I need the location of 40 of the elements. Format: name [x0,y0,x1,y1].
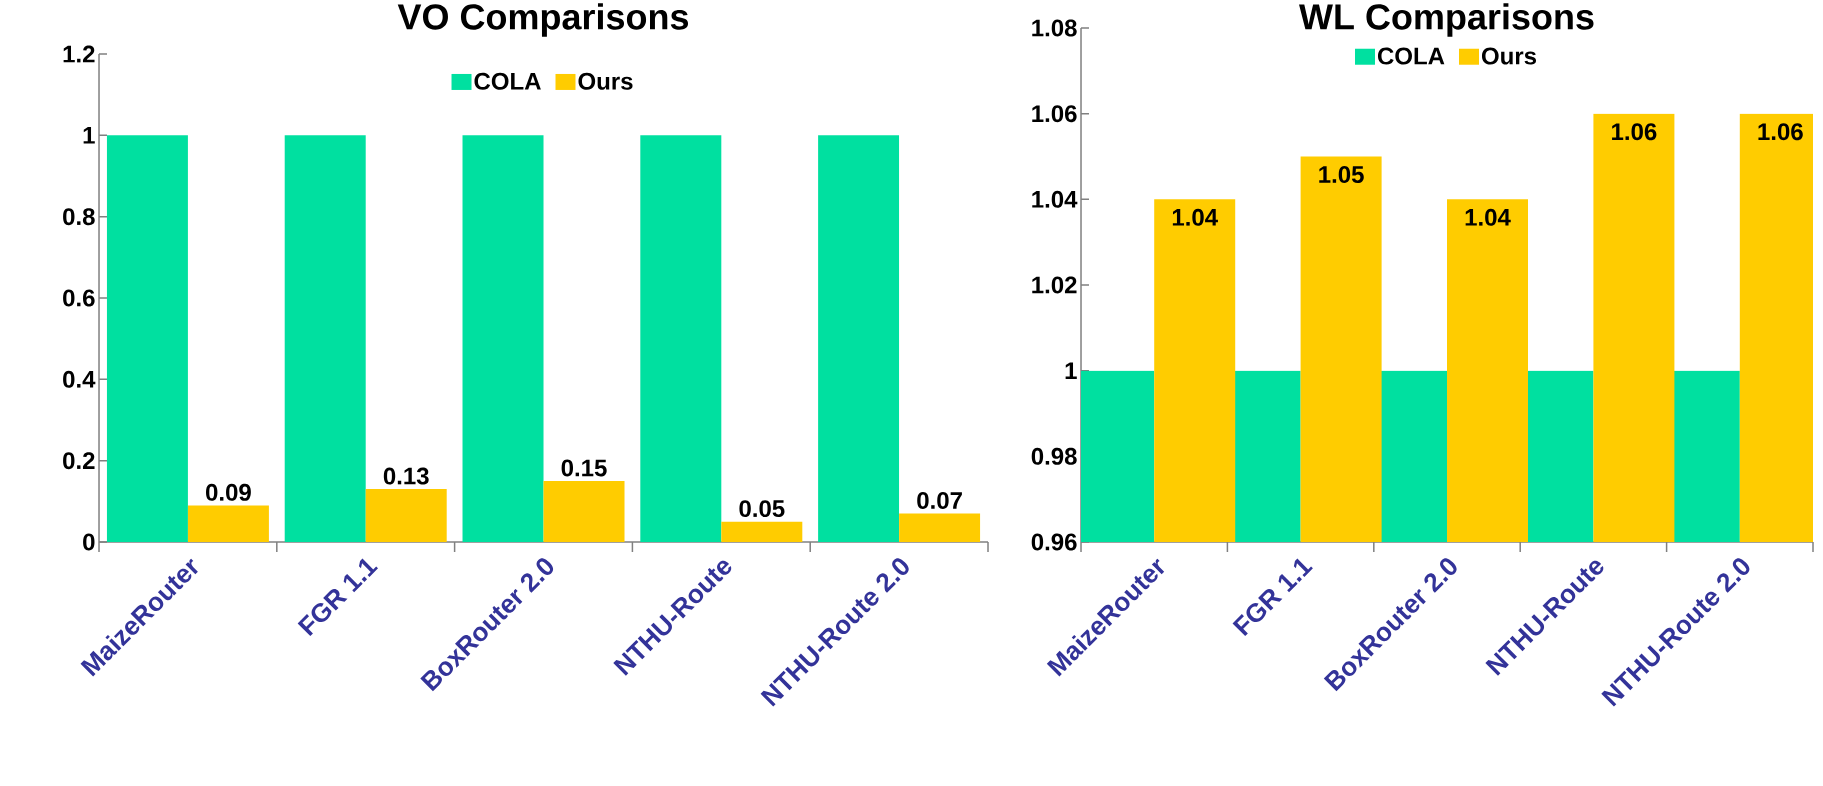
y-tick-label: 0.4 [63,370,96,388]
y-tick-label: 0 [83,533,95,551]
data-label: 1.05 [1319,166,1364,184]
y-tick-label: 1.2 [63,45,95,63]
bar [284,135,366,542]
bar [721,521,803,542]
y-tick-label: 1.06 [1032,105,1077,123]
bar [365,489,447,542]
y-tick-label: 0.6 [63,289,95,307]
data-label: 0.05 [739,500,785,518]
legend-label: COLA [474,72,541,90]
data-label: 1.04 [1172,208,1218,226]
bar [187,505,269,542]
chart-title: VO Comparisons [397,3,689,37]
y-tick-label: 1.02 [1032,276,1077,294]
legend-label: Ours [1481,47,1537,65]
bar [543,480,625,542]
y-tick-label: 1 [1065,362,1077,379]
legend-label: Ours [578,72,633,90]
data-label: 0.15 [561,459,607,477]
y-tick-label: 1.04 [1032,190,1078,208]
data-label: 1.04 [1465,208,1511,226]
y-tick-label: 1 [83,127,95,144]
bar [640,135,722,542]
chart-title: WL Comparisons [1299,3,1594,37]
data-label: 0.13 [383,467,429,485]
data-label: 1.06 [1612,123,1657,141]
bar [899,513,981,542]
data-label: 0.09 [206,483,251,501]
legend-label: COLA [1377,47,1445,65]
y-tick-label: 0.8 [63,208,95,226]
data-label: 1.06 [1758,123,1803,141]
y-tick-label: 0.96 [1031,533,1077,551]
y-tick-label: 1.08 [1032,19,1077,37]
bar [106,135,188,542]
data-label: 0.07 [917,492,962,509]
bar [818,135,900,542]
y-tick-label: 0.2 [63,452,95,470]
y-tick-label: 0.98 [1031,447,1077,465]
bar [462,135,544,542]
